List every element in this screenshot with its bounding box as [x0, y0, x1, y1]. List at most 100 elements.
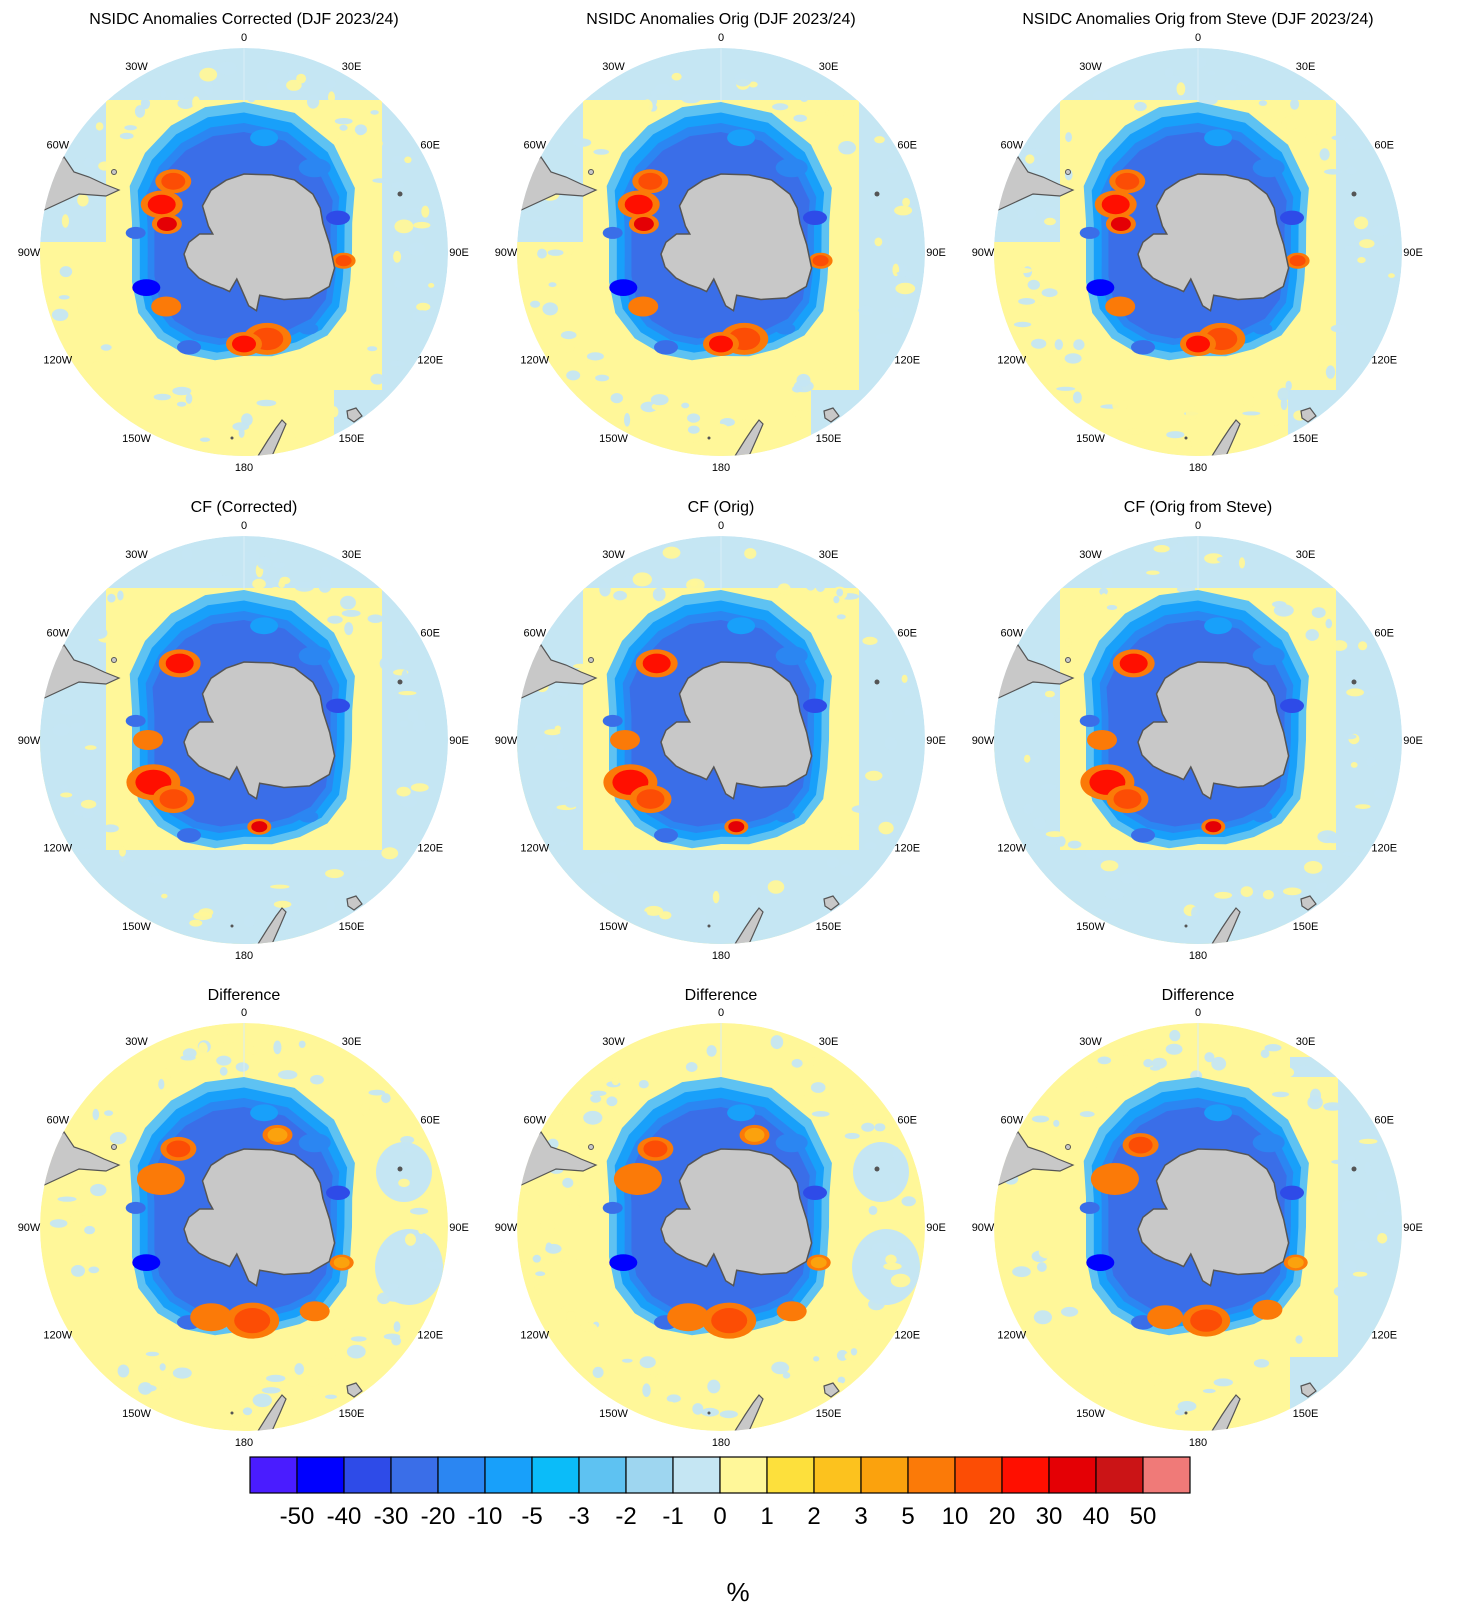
longitude-label: 120W [997, 1330, 1026, 1342]
longitude-label: 90W [972, 735, 995, 747]
longitude-label: 150E [1293, 921, 1319, 933]
colorbar-swatch [625, 1456, 674, 1494]
map-disc [40, 536, 448, 944]
longitude-label: 120E [1371, 843, 1397, 855]
longitude-label: 90E [1403, 1222, 1423, 1234]
map-disc [517, 1023, 925, 1431]
longitude-label: 150W [599, 433, 628, 445]
longitude-label: 60E [1374, 1115, 1394, 1127]
tasmania-landmass [346, 895, 363, 911]
colorbar-swatch [249, 1456, 298, 1494]
longitude-label: 120E [894, 355, 920, 367]
map-disc [994, 1023, 1402, 1431]
tasmania-landmass [823, 1382, 840, 1398]
colorbar-tick-label: 1 [760, 1503, 773, 1530]
longitude-label: 90E [926, 247, 946, 259]
longitude-label: 30W [125, 549, 148, 561]
colorbar-tick-label: -50 [280, 1503, 315, 1530]
map-panel: NSIDC Anomalies Orig (DJF 2023/24) 0 30E 60… [495, 11, 946, 474]
colorbar-swatch [1142, 1456, 1191, 1494]
longitude-label: 120E [417, 843, 443, 855]
panel-grid: NSIDC Anomalies Corrected (DJF 2023/24) 0… [18, 11, 1423, 1449]
new-zealand-landmass [256, 1394, 287, 1431]
colorbar-tick-label: 40 [1083, 1503, 1110, 1530]
longitude-label: 120E [1371, 355, 1397, 367]
longitude-label: 150E [1293, 433, 1319, 445]
longitude-label: 90E [449, 247, 469, 259]
longitude-label: 90E [449, 1222, 469, 1234]
tasmania-landmass [346, 407, 363, 423]
longitude-label: 150W [122, 1408, 151, 1420]
longitude-label: 150W [122, 921, 151, 933]
longitude-label: 150E [339, 1408, 365, 1420]
tasmania-landmass [1300, 1382, 1317, 1398]
longitude-label: 30E [1296, 61, 1316, 73]
colorbar-tick-label: -40 [327, 1503, 362, 1530]
colorbar-swatch [860, 1456, 909, 1494]
longitude-label: 120E [1371, 1330, 1397, 1342]
longitude-label: 60E [1374, 140, 1394, 152]
colorbar-tick-label: -2 [615, 1503, 636, 1530]
longitude-label: 60W [523, 1115, 546, 1127]
longitude-label: 150E [1293, 1408, 1319, 1420]
map-panel: CF (Orig) 0 30E 60E 90E 120E 150E 180 150W 120W 90… [495, 499, 946, 962]
longitude-label: 30W [602, 61, 625, 73]
longitude-label: 0 [718, 1007, 724, 1019]
map-panel: CF (Orig from Steve) 0 30E 60E 90E 120E 150E 18… [972, 499, 1423, 962]
longitude-label: 0 [241, 520, 247, 532]
colorbar-tick-label: -5 [521, 1503, 542, 1530]
antarctica-landmass [660, 661, 813, 800]
panel-title: NSIDC Anomalies Orig (DJF 2023/24) [586, 11, 855, 28]
colorbar-swatch [343, 1456, 392, 1494]
longitude-label: 120W [43, 355, 72, 367]
panel-title: Difference [1162, 987, 1235, 1004]
antarctica-landmass [1137, 173, 1290, 312]
panel-title: Difference [208, 987, 281, 1004]
colorbar-tick-label: 0 [713, 1503, 726, 1530]
longitude-label: 60W [46, 628, 69, 640]
longitude-label: 90W [495, 247, 518, 259]
colorbar: -50 -40 -30 -20 -10 -5 -3 -2 -1 0 1 2 3 5 10 20 30 40 50 [249, 1456, 1191, 1530]
longitude-label: 180 [712, 462, 730, 474]
longitude-label: 180 [235, 462, 253, 474]
longitude-label: 90W [972, 1222, 995, 1234]
longitude-label: 150W [1076, 1408, 1105, 1420]
colorbar-swatch [954, 1456, 1003, 1494]
longitude-label: 180 [1189, 1437, 1207, 1449]
longitude-label: 90E [926, 735, 946, 747]
longitude-label: 30E [342, 1036, 362, 1048]
colorbar-tick-label: 50 [1130, 1503, 1157, 1530]
longitude-label: 90W [972, 247, 995, 259]
colorbar-tick-label: 10 [942, 1503, 969, 1530]
longitude-label: 30W [125, 1036, 148, 1048]
longitude-label: 120W [43, 843, 72, 855]
tasmania-landmass [346, 1382, 363, 1398]
longitude-label: 30W [1079, 549, 1102, 561]
colorbar-swatch [1095, 1456, 1144, 1494]
colorbar-swatch [296, 1456, 345, 1494]
colorbar-swatch [390, 1456, 439, 1494]
panel-title: NSIDC Anomalies Corrected (DJF 2023/24) [89, 11, 398, 28]
antarctica-landmass [660, 173, 813, 312]
longitude-label: 120W [520, 843, 549, 855]
tasmania-landmass [823, 407, 840, 423]
panel-title: CF (Orig from Steve) [1124, 499, 1272, 516]
longitude-label: 60E [897, 140, 917, 152]
longitude-label: 90W [495, 735, 518, 747]
longitude-label: 150W [122, 433, 151, 445]
longitude-label: 90W [18, 1222, 41, 1234]
longitude-label: 90E [449, 735, 469, 747]
colorbar-swatch [1048, 1456, 1097, 1494]
longitude-label: 180 [1189, 462, 1207, 474]
map-panel: CF (Corrected) 0 30E 60E 90E 120E 150E 180 150W 1… [18, 499, 469, 962]
longitude-label: 150W [1076, 433, 1105, 445]
longitude-label: 120W [997, 355, 1026, 367]
colorbar-swatch [766, 1456, 815, 1494]
longitude-label: 60E [420, 628, 440, 640]
colorbar-tick-label: 3 [854, 1503, 867, 1530]
colorbar-swatch [907, 1456, 956, 1494]
longitude-label: 0 [1195, 520, 1201, 532]
longitude-label: 150E [816, 921, 842, 933]
longitude-label: 0 [241, 1007, 247, 1019]
